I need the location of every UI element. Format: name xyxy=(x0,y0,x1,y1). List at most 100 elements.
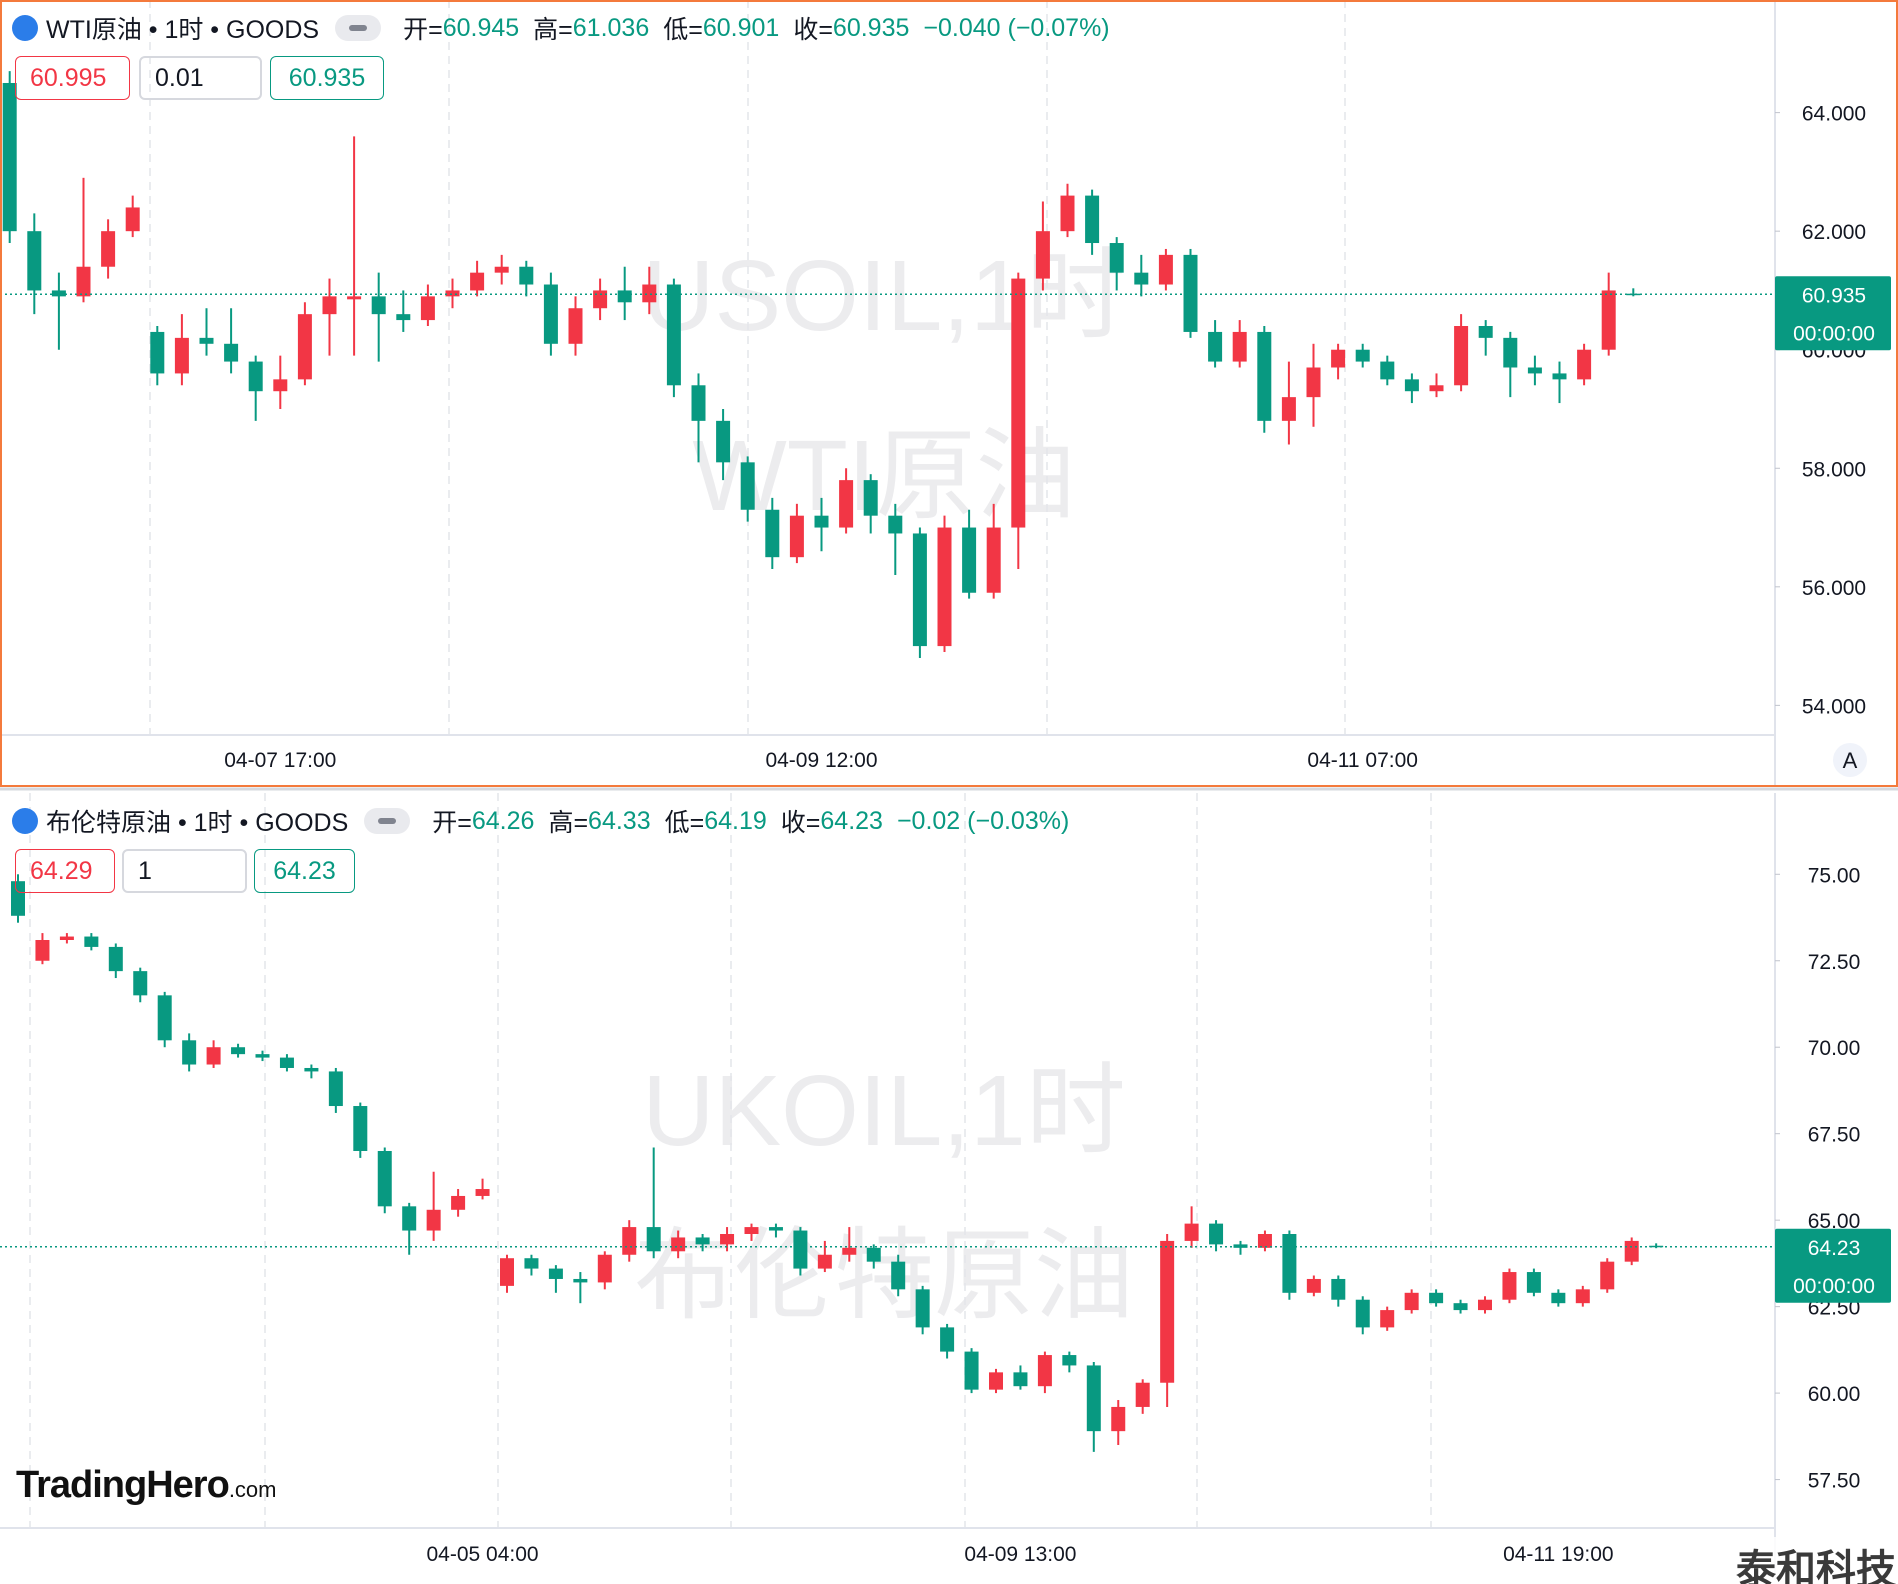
candle-body xyxy=(1111,1406,1126,1432)
ohlc-label: 低= xyxy=(663,16,703,44)
y-tick-label: 72.50 xyxy=(1808,951,1861,974)
candle-body xyxy=(964,1351,979,1390)
candle-body xyxy=(426,1209,441,1231)
symbol-icon[interactable] xyxy=(12,15,38,41)
candle-body xyxy=(2,82,17,232)
candle-body xyxy=(1060,195,1075,232)
symbol-icon[interactable] xyxy=(12,808,38,834)
candle-body xyxy=(199,337,214,344)
candle-body xyxy=(279,1057,294,1068)
candle-body xyxy=(1306,367,1321,398)
candle-body xyxy=(150,331,165,374)
candle-body xyxy=(1183,254,1198,332)
sell-box[interactable]: 64.29 xyxy=(15,849,115,893)
x-tick-label: 04-09 13:00 xyxy=(964,1543,1076,1566)
candle-body xyxy=(866,1247,881,1262)
candle-body xyxy=(1454,326,1469,386)
change: −0.02 (−0.03%) xyxy=(896,806,1070,835)
candle-body xyxy=(1331,349,1346,368)
price-label-bg xyxy=(1775,276,1891,351)
symbol-title[interactable]: WTI原油 • 1时 • GOODS xyxy=(46,16,320,44)
candle-body xyxy=(1306,1278,1321,1293)
toggle[interactable] xyxy=(364,808,411,834)
candle-body xyxy=(1600,1261,1615,1290)
candle-body xyxy=(371,296,386,315)
candle-body xyxy=(989,1372,1003,1390)
candle-body xyxy=(863,480,878,516)
buy-box[interactable]: 64.23 xyxy=(254,849,355,893)
candle-body xyxy=(1478,326,1493,338)
candle-body xyxy=(1478,1299,1492,1311)
x-tick-label: 04-05 04:00 xyxy=(426,1543,538,1566)
candle-body xyxy=(1135,1382,1150,1407)
candle-body xyxy=(322,296,337,315)
candle-body xyxy=(174,337,189,374)
candle-body xyxy=(642,284,657,303)
sell-box[interactable]: 60.995 xyxy=(15,56,130,100)
candle-body xyxy=(1160,1240,1175,1383)
candle-body xyxy=(793,1230,808,1269)
candle-body xyxy=(1035,231,1050,279)
change: −0.040 (−0.07%) xyxy=(923,13,1110,42)
candle-body xyxy=(1404,379,1419,392)
candle-body xyxy=(402,1206,417,1231)
ohlc-value: 64.23 xyxy=(820,806,883,835)
candle-body xyxy=(182,1040,197,1065)
y-tick-label: 57.50 xyxy=(1808,1470,1861,1493)
toggle[interactable] xyxy=(335,15,382,41)
candle-body xyxy=(1502,1272,1517,1300)
candle-body xyxy=(377,1150,392,1207)
y-tick-label: 67.50 xyxy=(1808,1124,1861,1147)
legend-header: WTI原油 • 1时 • GOODS 开= 60.945 高= 61.036 低= 6… xyxy=(12,10,1110,46)
y-tick-label: 54.000 xyxy=(1802,695,1866,718)
symbol-title[interactable]: 布伦特原油 • 1时 • GOODS xyxy=(46,809,349,837)
candle-body xyxy=(125,207,140,232)
candle-body xyxy=(1209,1223,1224,1245)
candle-body xyxy=(568,308,583,344)
candle-body xyxy=(231,1047,246,1055)
candle-body xyxy=(133,971,148,996)
ohlc-value: 60.935 xyxy=(832,13,910,42)
logo: TradingHero.com xyxy=(16,1464,277,1507)
y-tick-label: 62.000 xyxy=(1802,221,1866,244)
candle-body xyxy=(839,480,854,528)
ohlc-label: 低= xyxy=(664,809,705,837)
candle-body xyxy=(1281,397,1296,421)
auto-button-bg xyxy=(1833,743,1867,777)
ohlc-value: 64.19 xyxy=(704,806,767,835)
candle-body xyxy=(888,515,903,534)
quantity-box[interactable]: 0.01 xyxy=(139,56,262,100)
candle-body xyxy=(1282,1234,1297,1293)
candle-body xyxy=(548,1268,563,1279)
ohlc-value: 61.036 xyxy=(572,13,650,42)
candle-body xyxy=(59,936,74,940)
candle-body xyxy=(1624,1240,1639,1262)
y-tick-label: 75.00 xyxy=(1808,864,1861,887)
candle-body xyxy=(817,1254,832,1269)
quantity-box[interactable]: 1 xyxy=(122,849,247,893)
ohlc-value: 64.26 xyxy=(471,806,535,835)
ohlc-label: 高= xyxy=(548,809,589,837)
candle-body xyxy=(500,1258,514,1286)
ohlc-label: 开= xyxy=(403,16,443,44)
buy-box[interactable]: 60.935 xyxy=(270,56,384,100)
candle-body xyxy=(768,1227,783,1231)
candle-body xyxy=(666,284,681,386)
x-tick-label: 04-07 17:00 xyxy=(224,749,336,772)
watermark: 布伦特原油 xyxy=(634,1220,1134,1332)
y-tick-label: 64.000 xyxy=(1802,103,1866,126)
candle-body xyxy=(1062,1355,1077,1366)
candle-body xyxy=(740,462,755,510)
candle-body xyxy=(912,533,927,647)
candle-body xyxy=(1453,1303,1468,1311)
candle-body xyxy=(1085,195,1100,244)
candle-body xyxy=(691,385,706,421)
candle-body xyxy=(84,936,99,947)
candle-body xyxy=(475,1189,490,1196)
candle-body xyxy=(962,527,977,593)
auto-button[interactable]: A xyxy=(1843,748,1858,773)
candle-body xyxy=(224,343,239,362)
candle-body xyxy=(51,290,66,297)
price-label: 64.23 xyxy=(1808,1237,1861,1260)
candle-body xyxy=(445,290,460,297)
